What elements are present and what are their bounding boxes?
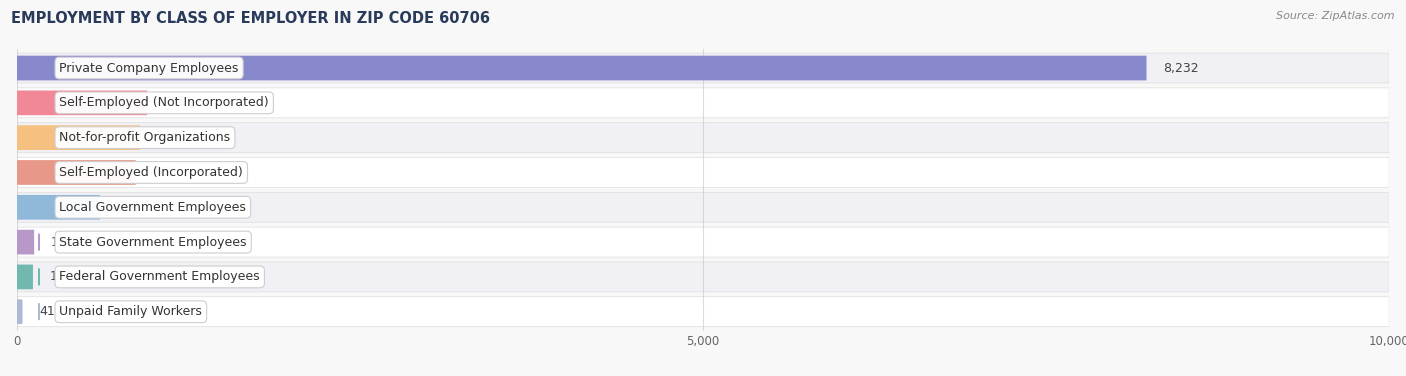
FancyBboxPatch shape [17, 123, 1389, 153]
Text: Federal Government Employees: Federal Government Employees [59, 270, 260, 284]
FancyBboxPatch shape [17, 91, 148, 115]
Text: Private Company Employees: Private Company Employees [59, 62, 239, 74]
FancyBboxPatch shape [17, 230, 34, 255]
FancyBboxPatch shape [17, 125, 139, 150]
Text: 896: 896 [156, 131, 180, 144]
Text: 866: 866 [152, 166, 176, 179]
FancyBboxPatch shape [17, 88, 1389, 118]
Text: 950: 950 [163, 96, 187, 109]
Text: State Government Employees: State Government Employees [59, 236, 247, 249]
FancyBboxPatch shape [17, 195, 100, 220]
Text: 605: 605 [117, 201, 141, 214]
Text: Local Government Employees: Local Government Employees [59, 201, 246, 214]
FancyBboxPatch shape [17, 299, 22, 324]
FancyBboxPatch shape [17, 262, 1389, 292]
Text: Self-Employed (Not Incorporated): Self-Employed (Not Incorporated) [59, 96, 269, 109]
Text: EMPLOYMENT BY CLASS OF EMPLOYER IN ZIP CODE 60706: EMPLOYMENT BY CLASS OF EMPLOYER IN ZIP C… [11, 11, 491, 26]
Text: Not-for-profit Organizations: Not-for-profit Organizations [59, 131, 231, 144]
Text: 117: 117 [49, 270, 73, 284]
FancyBboxPatch shape [17, 160, 136, 185]
FancyBboxPatch shape [17, 158, 1389, 188]
Text: Self-Employed (Incorporated): Self-Employed (Incorporated) [59, 166, 243, 179]
FancyBboxPatch shape [17, 192, 1389, 222]
FancyBboxPatch shape [17, 53, 1389, 83]
Text: Source: ZipAtlas.com: Source: ZipAtlas.com [1277, 11, 1395, 21]
Text: Unpaid Family Workers: Unpaid Family Workers [59, 305, 202, 318]
FancyBboxPatch shape [17, 227, 1389, 257]
FancyBboxPatch shape [17, 265, 32, 289]
FancyBboxPatch shape [17, 297, 1389, 327]
Text: 8,232: 8,232 [1163, 62, 1198, 74]
Text: 41: 41 [39, 305, 55, 318]
FancyBboxPatch shape [17, 56, 1146, 80]
Text: 126: 126 [51, 236, 75, 249]
